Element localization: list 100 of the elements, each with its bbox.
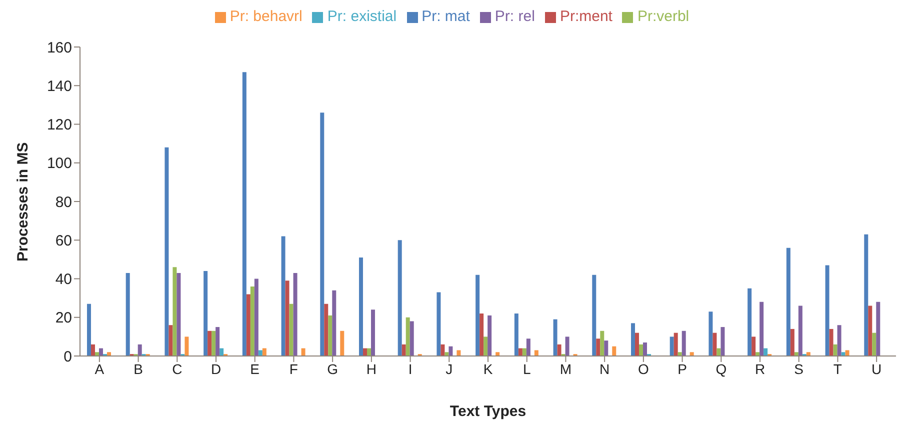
bar [320, 112, 324, 356]
bar [208, 330, 212, 356]
x-tick-label: A [94, 360, 105, 377]
bar [90, 344, 95, 356]
bar [565, 336, 570, 356]
x-tick-label: I [408, 360, 412, 377]
bar [444, 352, 449, 356]
bar [756, 352, 760, 356]
y-tick-label: 140 [46, 78, 72, 95]
legend-label: Pr: mat [422, 8, 470, 25]
bar [402, 344, 406, 356]
bar [868, 306, 872, 356]
bar [716, 348, 721, 356]
x-tick-label: L [522, 360, 531, 377]
bar [678, 352, 682, 356]
bar [596, 338, 600, 356]
bar [172, 267, 177, 356]
bar [841, 352, 846, 356]
bar [106, 352, 111, 356]
bar [362, 348, 367, 356]
bar [340, 330, 344, 356]
bar [250, 286, 254, 356]
bar [526, 338, 530, 356]
x-tick-label: E [250, 360, 260, 377]
y-tick-label: 60 [55, 232, 72, 250]
bar [872, 332, 876, 356]
bar [764, 348, 768, 356]
y-tick-label: 0 [64, 348, 72, 366]
x-tick-label: U [872, 360, 882, 377]
bar [630, 323, 635, 356]
bar [514, 314, 518, 356]
bar [324, 304, 328, 356]
bar [358, 258, 363, 356]
bar [138, 344, 142, 356]
bar [604, 340, 608, 356]
bar [674, 332, 678, 356]
bar [456, 350, 461, 356]
bar [518, 348, 522, 356]
bar [332, 290, 336, 356]
bar [553, 319, 558, 356]
x-axis-title: Text Types [450, 403, 526, 420]
bar [829, 328, 834, 356]
bar [258, 350, 262, 356]
bar [864, 234, 868, 356]
bar [476, 274, 480, 356]
x-tick-label: B [134, 360, 143, 377]
bar [833, 344, 838, 356]
x-tick-label: R [754, 360, 766, 377]
y-tick-label: 40 [55, 271, 72, 288]
bar [94, 352, 99, 356]
bar [708, 312, 713, 356]
bar [281, 236, 286, 356]
legend-label: Pr:ment [560, 8, 612, 25]
bar [712, 332, 717, 356]
y-tick-label: 100 [46, 155, 72, 172]
bar [204, 271, 208, 356]
bar [806, 352, 810, 356]
bar [488, 315, 492, 356]
bar [682, 330, 686, 356]
bar [328, 315, 332, 356]
bar [837, 325, 842, 356]
x-tick-label: O [638, 360, 649, 377]
x-tick-label: Q [716, 360, 727, 377]
bar [366, 348, 371, 356]
bar [748, 288, 752, 356]
x-tick-label: H [366, 360, 376, 377]
x-tick-label: F [289, 360, 298, 377]
y-tick-label: 80 [55, 194, 72, 211]
x-tick-label: N [600, 360, 610, 377]
bar [752, 336, 756, 356]
bar [440, 344, 445, 356]
x-tick-label: S [794, 360, 804, 377]
bar [798, 306, 802, 356]
x-tick-label: M [560, 360, 572, 377]
bar [293, 272, 298, 356]
bar [534, 350, 538, 356]
bar [557, 344, 562, 356]
bar [760, 302, 764, 356]
bar [592, 274, 596, 356]
bar [790, 328, 794, 356]
bar [876, 302, 880, 356]
bar [246, 294, 250, 356]
y-axis-title: Processes in MS [14, 142, 32, 262]
bar [642, 342, 647, 356]
bar [212, 330, 216, 356]
legend-label: Pr: behavrl [230, 8, 302, 25]
bar [398, 240, 402, 356]
bar [406, 317, 410, 356]
bar [522, 348, 526, 356]
bar [496, 352, 500, 356]
bar [480, 314, 484, 356]
bar [164, 147, 169, 356]
bar [612, 346, 616, 356]
bar [436, 292, 441, 356]
bar [220, 348, 224, 356]
legend-label: Pr:verbl [637, 8, 690, 25]
bar [262, 348, 266, 356]
bar [448, 346, 453, 356]
bar [176, 272, 181, 356]
bar [794, 352, 798, 356]
